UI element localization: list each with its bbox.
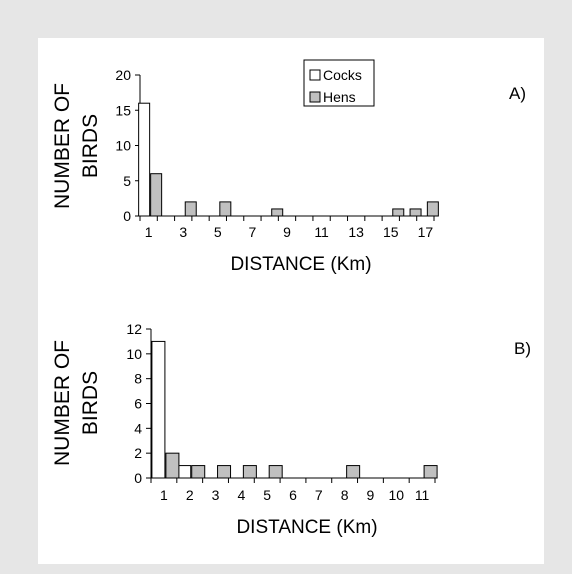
x-tick-label: 5: [214, 224, 222, 240]
y-tick-label: 6: [134, 396, 142, 412]
y-tick-label: 12: [126, 321, 142, 337]
hens-legend-swatch: [309, 91, 321, 103]
x-tick-label: 13: [348, 224, 364, 240]
x-tick-label: 2: [186, 487, 194, 503]
y-tick-label: 0: [123, 208, 131, 224]
y-tick-label: 8: [134, 371, 142, 387]
x-tick-label: 6: [289, 487, 297, 503]
panel-label: B): [514, 339, 531, 358]
x-tick-label: 5: [263, 487, 271, 503]
cocks-bar: [177, 465, 192, 479]
panel-label: A): [509, 84, 526, 103]
y-tick-label: 2: [134, 445, 142, 461]
hens-bar: [426, 201, 439, 217]
x-tick-label: 10: [388, 487, 404, 503]
hens-bar: [191, 465, 206, 479]
hens-bar: [271, 208, 284, 217]
cocks-legend-swatch: [309, 69, 321, 81]
x-tick-label: 11: [415, 487, 430, 503]
x-tick-label: 3: [212, 487, 220, 503]
y-tick-label: 10: [126, 346, 142, 362]
y-tick-label: 20: [115, 67, 131, 83]
cocks-legend-label: Cocks: [323, 67, 362, 83]
y-tick-label: 10: [115, 138, 131, 154]
hens-bar: [219, 201, 232, 217]
hens-legend-label: Hens: [323, 89, 356, 105]
x-tick-label: 17: [418, 224, 434, 240]
y-tick-label: 15: [115, 102, 131, 118]
y-axis-title: BIRDS: [79, 371, 102, 435]
x-tick-label: 7: [315, 487, 323, 503]
x-tick-label: 1: [160, 487, 168, 503]
y-tick-label: 5: [123, 173, 131, 189]
x-tick-label: 4: [237, 487, 245, 503]
hens-bar: [346, 465, 361, 479]
hens-bar: [242, 465, 257, 479]
hens-bar: [409, 208, 422, 217]
hens-bar: [423, 465, 438, 479]
hens-bar: [268, 465, 283, 479]
y-tick-label: 0: [134, 470, 142, 486]
x-tick-label: 3: [179, 224, 187, 240]
x-tick-label: 8: [341, 487, 349, 503]
cocks-bar: [138, 102, 151, 217]
x-tick-label: 1: [145, 224, 153, 240]
hens-bar: [392, 208, 405, 217]
x-tick-label: 7: [249, 224, 257, 240]
y-axis-title: BIRDS: [79, 114, 102, 178]
y-axis-title: NUMBER OF: [51, 340, 74, 466]
hens-bar: [165, 452, 180, 479]
hens-bar: [150, 173, 163, 217]
chart-panel: 0 5 10 15 20 1 3 5 7 9 11 13 15 17 DISTANCE (Km) NUMBER…: [38, 38, 544, 564]
x-tick-label: 11: [314, 224, 329, 240]
x-axis-title: DISTANCE (Km): [230, 254, 371, 275]
x-axis-title: DISTANCE (Km): [236, 517, 377, 538]
x-tick-label: 9: [367, 487, 375, 503]
cocks-bar: [151, 340, 166, 479]
hens-bar: [217, 465, 232, 479]
x-tick-label: 15: [383, 224, 399, 240]
y-tick-label: 4: [134, 420, 142, 436]
x-tick-label: 9: [283, 224, 291, 240]
hens-bar: [184, 201, 197, 217]
y-axis-title: NUMBER OF: [51, 83, 74, 209]
legend: Cocks Hens: [303, 59, 375, 107]
figure: 0 5 10 15 20 1 3 5 7 9 11 13 15 17 DISTANCE (Km) NUMBER…: [16, 16, 556, 564]
